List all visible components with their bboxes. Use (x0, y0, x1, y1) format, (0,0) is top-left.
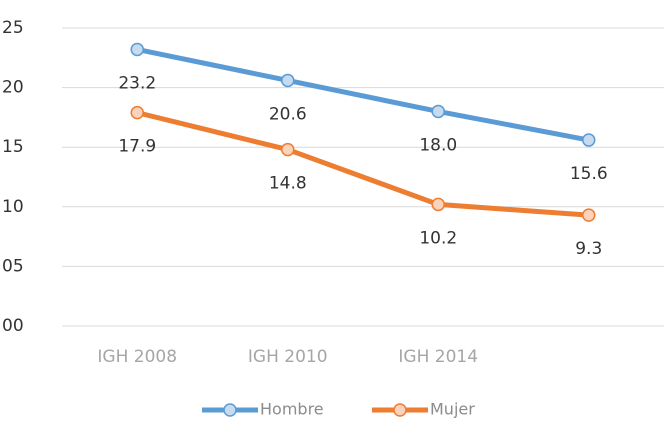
data-label: 17.9 (118, 137, 156, 157)
data-label: 15.6 (570, 164, 608, 184)
point-marker (281, 73, 295, 88)
point-marker (130, 42, 144, 57)
data-label: 9.3 (575, 239, 602, 259)
x-tick-label: IGH 2014 (398, 347, 478, 367)
legend-marker (393, 403, 407, 417)
y-tick-label: 15 (2, 137, 24, 157)
y-tick-label: 05 (2, 256, 24, 276)
y-tick-label: 00 (2, 316, 24, 336)
data-label: 18.0 (419, 135, 457, 155)
series-line (136, 47, 590, 143)
y-tick-label: 25 (2, 18, 24, 38)
legend-label: Mujer (430, 400, 475, 419)
point-marker (582, 133, 596, 147)
data-label: 10.2 (419, 228, 457, 248)
x-tick-label: IGH 2008 (97, 347, 177, 367)
legend-marker (223, 403, 237, 417)
data-label: 14.8 (269, 174, 307, 194)
series-line (136, 110, 589, 218)
data-label: 23.2 (118, 73, 156, 93)
y-tick-label: 10 (2, 197, 24, 217)
x-tick-label: IGH 2010 (248, 347, 328, 367)
point-marker (130, 105, 144, 120)
y-tick-label: 20 (2, 78, 24, 98)
point-marker (431, 104, 445, 119)
legend-label: Hombre (260, 400, 324, 419)
point-marker (431, 197, 445, 212)
point-marker (281, 142, 295, 157)
point-marker (582, 208, 596, 222)
data-label: 20.6 (269, 104, 307, 124)
